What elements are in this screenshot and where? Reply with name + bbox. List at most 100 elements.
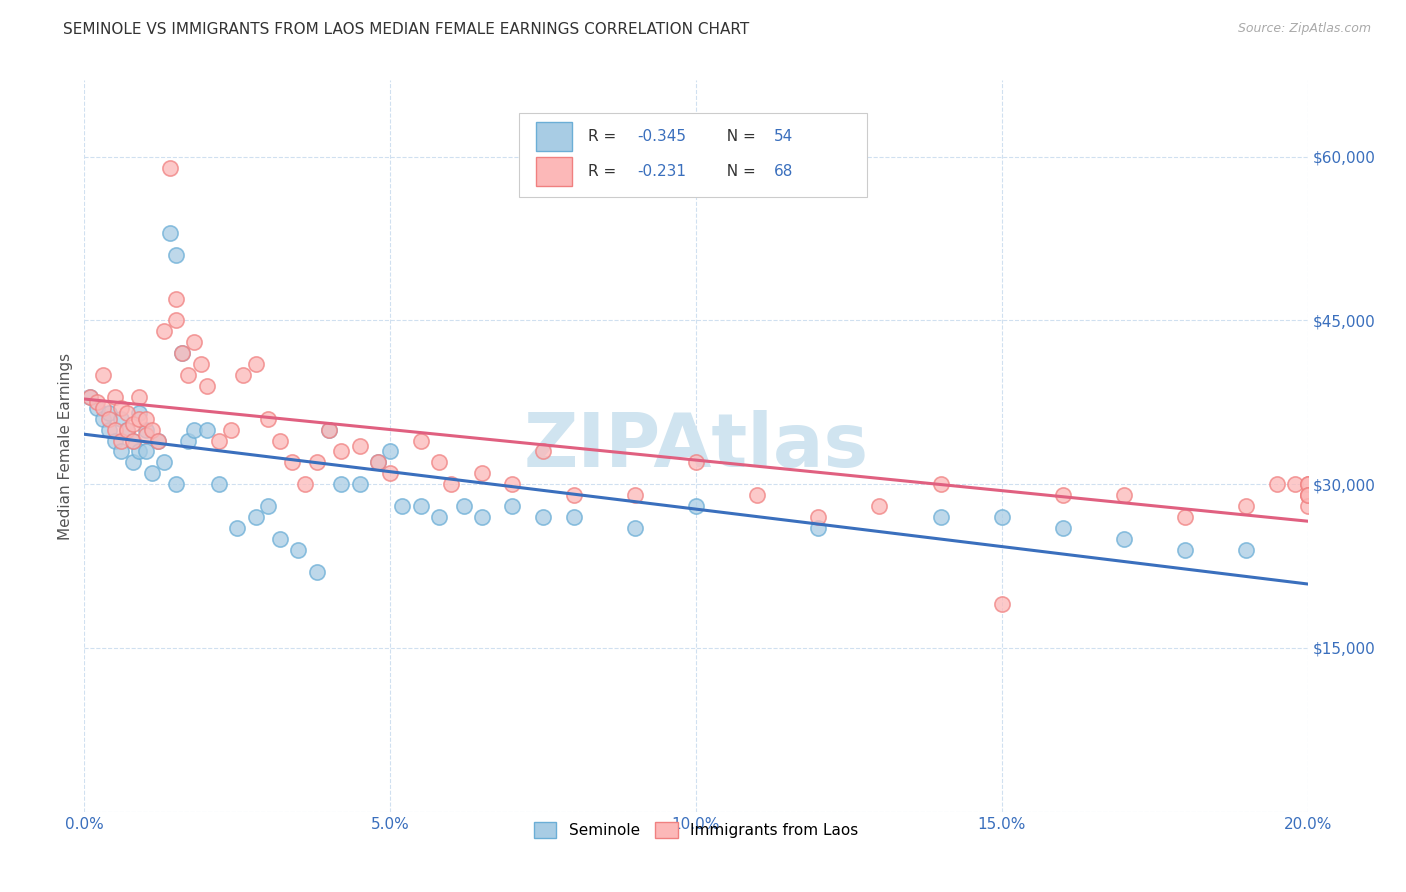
Point — [153, 455, 176, 469]
Point — [141, 423, 163, 437]
Point — [245, 510, 267, 524]
Legend: Seminole, Immigrants from Laos: Seminole, Immigrants from Laos — [527, 816, 865, 845]
Point — [427, 455, 450, 469]
Point — [141, 467, 163, 481]
FancyBboxPatch shape — [536, 157, 572, 186]
Point — [128, 444, 150, 458]
Point — [122, 434, 145, 448]
Point — [1236, 542, 1258, 557]
Text: N =: N = — [717, 129, 761, 145]
Point — [1296, 477, 1319, 491]
Point — [1174, 510, 1197, 524]
Point — [91, 411, 114, 425]
Point — [991, 510, 1014, 524]
Text: R =: R = — [588, 129, 621, 145]
FancyBboxPatch shape — [536, 122, 572, 152]
Text: SEMINOLE VS IMMIGRANTS FROM LAOS MEDIAN FEMALE EARNINGS CORRELATION CHART: SEMINOLE VS IMMIGRANTS FROM LAOS MEDIAN … — [63, 22, 749, 37]
Point — [281, 455, 304, 469]
Point — [257, 499, 280, 513]
Point — [232, 368, 254, 382]
Point — [453, 499, 475, 513]
Point — [1296, 499, 1319, 513]
Text: R =: R = — [588, 164, 621, 179]
FancyBboxPatch shape — [519, 113, 868, 197]
Point — [104, 434, 127, 448]
Text: ZIPAtlas: ZIPAtlas — [523, 409, 869, 483]
Point — [269, 434, 291, 448]
Text: Source: ZipAtlas.com: Source: ZipAtlas.com — [1237, 22, 1371, 36]
Point — [391, 499, 413, 513]
Point — [190, 357, 212, 371]
Point — [1296, 488, 1319, 502]
Point — [159, 161, 181, 175]
Point — [349, 439, 371, 453]
Point — [110, 434, 132, 448]
Point — [1265, 477, 1288, 491]
Text: 54: 54 — [775, 129, 793, 145]
Point — [330, 477, 353, 491]
Point — [104, 390, 127, 404]
Text: -0.231: -0.231 — [637, 164, 686, 179]
Point — [685, 499, 707, 513]
Y-axis label: Median Female Earnings: Median Female Earnings — [58, 352, 73, 540]
Point — [79, 390, 101, 404]
Point — [165, 477, 187, 491]
Point — [685, 455, 707, 469]
Point — [269, 532, 291, 546]
Point — [305, 455, 328, 469]
Point — [929, 510, 952, 524]
Point — [409, 434, 432, 448]
Point — [183, 335, 205, 350]
Point — [195, 423, 218, 437]
Point — [115, 423, 138, 437]
Point — [380, 467, 402, 481]
Point — [226, 521, 249, 535]
Point — [245, 357, 267, 371]
Point — [172, 346, 194, 360]
Point — [1052, 488, 1074, 502]
Point — [562, 510, 585, 524]
Point — [135, 444, 157, 458]
Point — [135, 428, 157, 442]
Point — [1114, 532, 1136, 546]
Point — [502, 499, 524, 513]
Point — [1296, 477, 1319, 491]
Point — [624, 521, 647, 535]
Point — [128, 406, 150, 420]
Point — [128, 390, 150, 404]
Point — [380, 444, 402, 458]
Point — [305, 565, 328, 579]
Point — [367, 455, 389, 469]
Point — [79, 390, 101, 404]
Point — [318, 423, 340, 437]
Point — [122, 417, 145, 432]
Point — [177, 368, 200, 382]
Point — [153, 324, 176, 338]
Point — [427, 510, 450, 524]
Point — [531, 510, 554, 524]
Point — [110, 401, 132, 415]
Point — [807, 521, 830, 535]
Point — [367, 455, 389, 469]
Point — [97, 423, 120, 437]
Point — [91, 401, 114, 415]
Point — [287, 542, 309, 557]
Point — [471, 510, 494, 524]
Point — [97, 406, 120, 420]
Point — [208, 477, 231, 491]
Point — [122, 434, 145, 448]
Point — [110, 444, 132, 458]
Point — [562, 488, 585, 502]
Point — [146, 434, 169, 448]
Text: N =: N = — [717, 164, 761, 179]
Point — [115, 406, 138, 420]
Point — [195, 379, 218, 393]
Point — [97, 411, 120, 425]
Point — [747, 488, 769, 502]
Point — [86, 395, 108, 409]
Point — [330, 444, 353, 458]
Point — [1052, 521, 1074, 535]
Point — [807, 510, 830, 524]
Point — [1236, 499, 1258, 513]
Point — [502, 477, 524, 491]
